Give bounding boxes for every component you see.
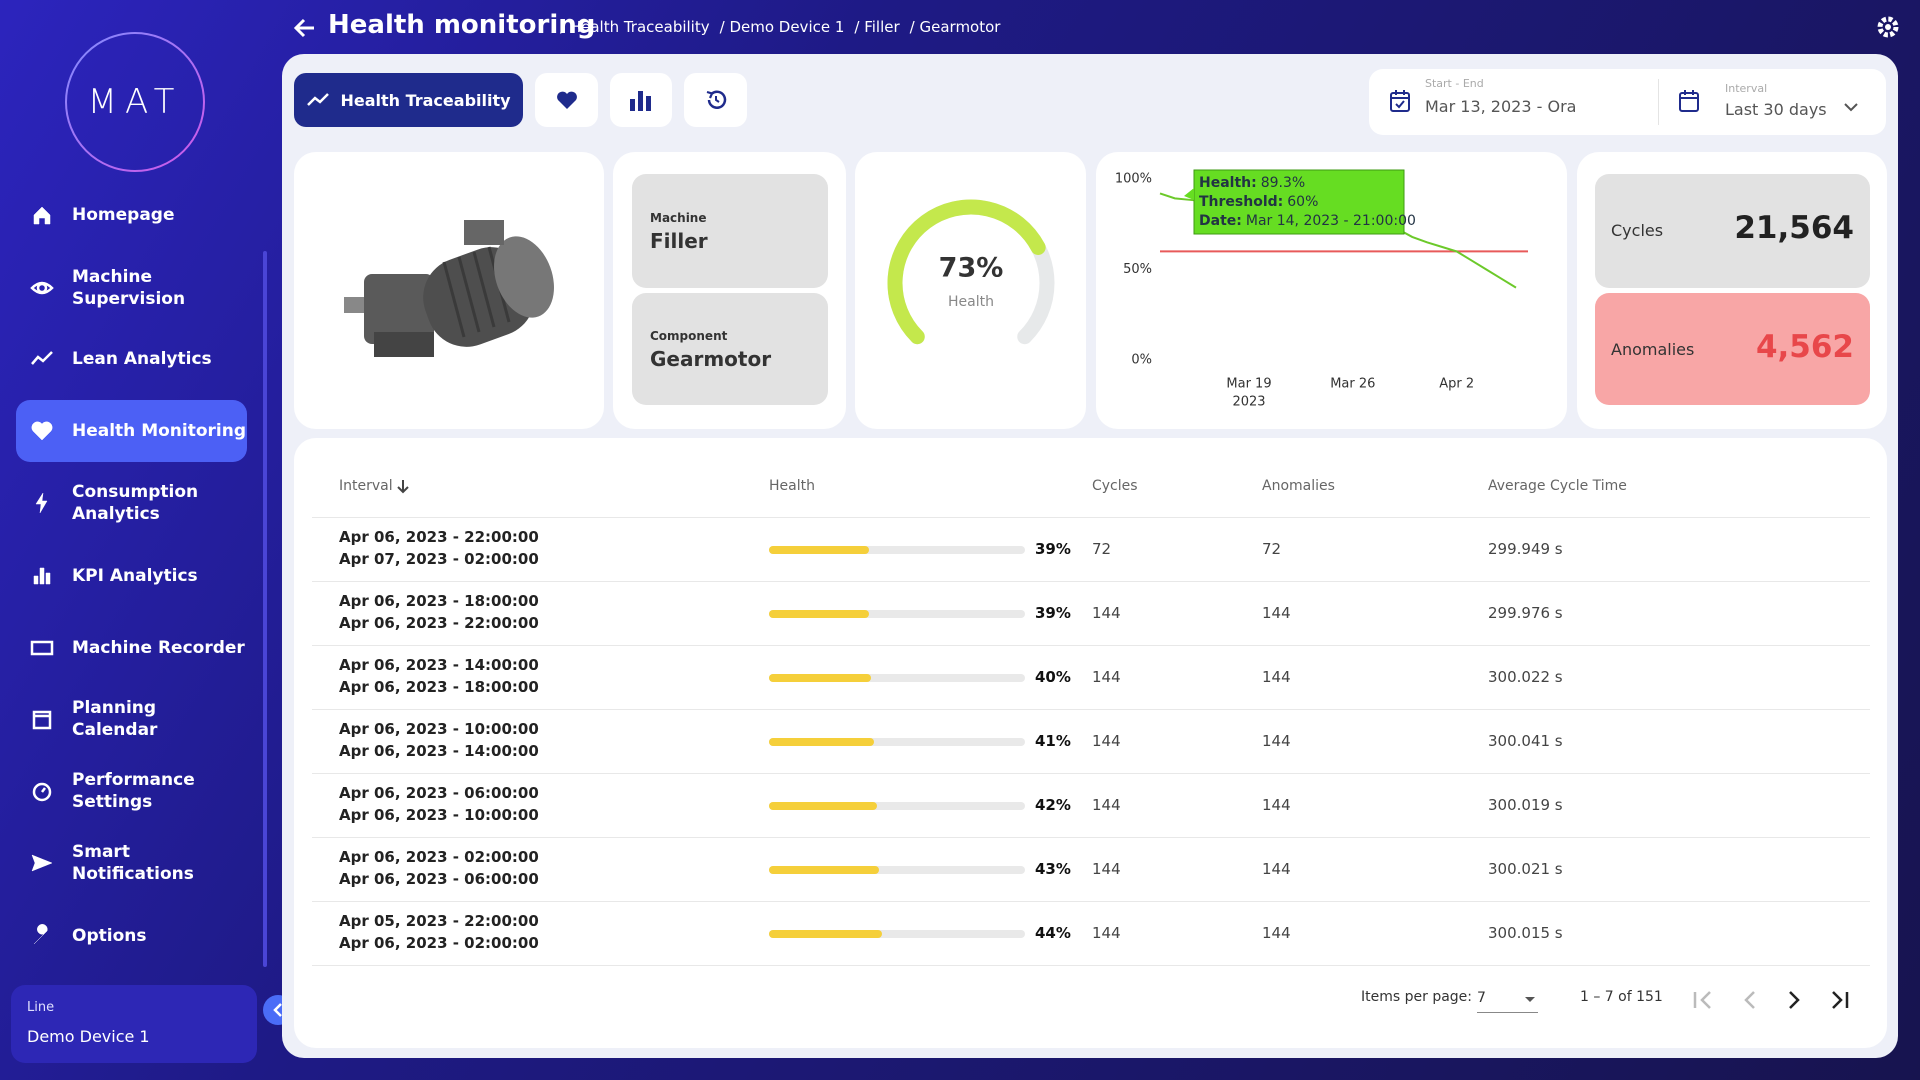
x-tick-label: Mar 19 [1226, 377, 1271, 392]
y-tick-label: 100% [1115, 172, 1152, 187]
y-tick-label: 50% [1123, 262, 1152, 277]
tooltip-key: Date: [1199, 213, 1242, 229]
tooltip-line: Date:Mar 14, 2023 - 21:00:00 [1199, 213, 1416, 229]
tooltip-key: Health: [1199, 175, 1257, 191]
tooltip-value: Mar 14, 2023 - 21:00:00 [1246, 213, 1416, 229]
tooltip-line: Threshold:60% [1199, 194, 1318, 210]
tooltip-value: 60% [1287, 194, 1318, 210]
x-tick-label: Mar 26 [1330, 377, 1375, 392]
y-tick-label: 0% [1131, 353, 1152, 368]
tooltip-value: 89.3% [1261, 175, 1305, 191]
x-tick-label: Apr 2 [1439, 377, 1474, 392]
tooltip-key: Threshold: [1199, 194, 1283, 210]
gauge-label: 73% [939, 253, 1004, 284]
tooltip-line: Health:89.3% [1199, 175, 1305, 191]
x-year-label: 2023 [1232, 395, 1265, 410]
tooltip-pointer [1184, 188, 1194, 200]
gauge-caption: Health [948, 294, 994, 310]
